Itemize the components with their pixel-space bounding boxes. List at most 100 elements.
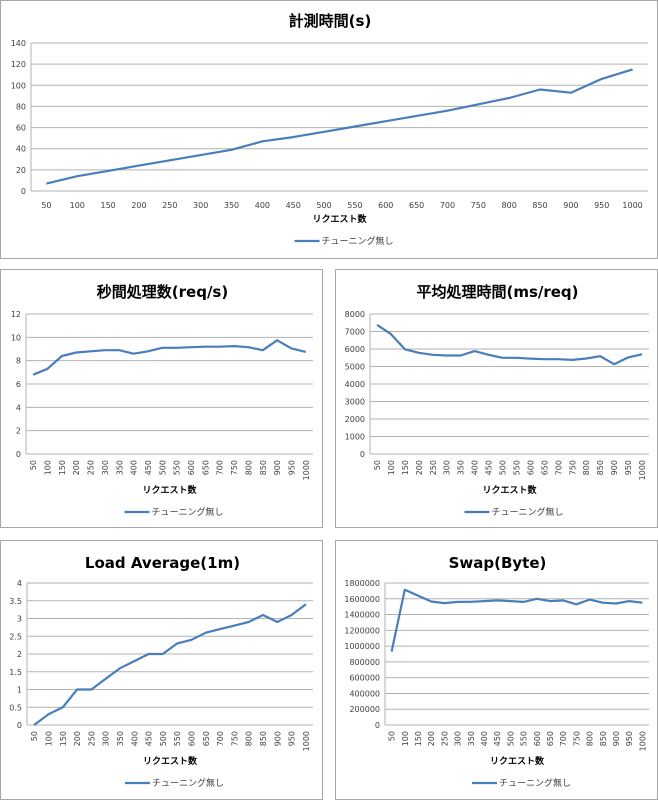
y-tick-label: 40	[16, 145, 26, 154]
x-axis-title: リクエスト数	[312, 213, 367, 225]
y-tick-label: 5000	[345, 363, 365, 372]
y-tick-label: 3	[17, 615, 22, 624]
y-tick-label: 60	[16, 124, 26, 133]
x-tick-label: 200	[415, 460, 424, 475]
x-tick-label: 650	[201, 460, 210, 475]
x-tick-label: 600	[533, 731, 542, 746]
x-tick-label: 100	[401, 731, 410, 746]
y-tick-label: 0	[16, 450, 21, 459]
x-tick-label: 450	[493, 731, 502, 746]
x-tick-label: 800	[586, 731, 595, 746]
series-line	[32, 339, 307, 376]
x-tick-label: 650	[540, 460, 549, 475]
y-tick-label: 4000	[345, 380, 365, 389]
y-tick-label: 2	[16, 427, 21, 436]
x-tick-label: 650	[409, 201, 424, 210]
x-tick-label: 700	[216, 460, 225, 475]
x-tick-label: 400	[471, 460, 480, 475]
y-tick-label: 1400000	[344, 611, 380, 620]
x-tick-label: 700	[559, 731, 568, 746]
y-tick-label: 2	[17, 650, 22, 659]
series-line	[46, 68, 633, 185]
y-tick-label: 10	[11, 333, 21, 342]
legend-label: チューニング無し	[152, 777, 224, 789]
x-tick-label: 300	[102, 731, 111, 746]
x-tick-label: 150	[414, 731, 423, 746]
legend: チューニング無し	[294, 235, 394, 247]
x-tick-label: 1000	[302, 731, 311, 751]
x-tick-label: 550	[347, 201, 362, 210]
legend-label: チューニング無し	[499, 777, 571, 789]
x-tick-label: 850	[596, 460, 605, 475]
legend: チューニング無し	[124, 506, 224, 518]
chart-title: Swap(Byte)	[449, 554, 547, 572]
y-tick-label: 1800000	[344, 579, 380, 588]
x-tick-label: 300	[101, 460, 110, 475]
x-tick-label: 250	[429, 460, 438, 475]
x-tick-label: 50	[41, 201, 51, 210]
x-tick-label: 850	[532, 201, 547, 210]
x-tick-label: 150	[58, 460, 67, 475]
y-tick-label: 7000	[345, 328, 365, 337]
x-tick-label: 600	[187, 460, 196, 475]
x-tick-label: 950	[287, 460, 296, 475]
x-tick-label: 100	[387, 460, 396, 475]
x-tick-label: 850	[599, 731, 608, 746]
x-tick-label: 850	[259, 731, 268, 746]
y-tick-label: 0	[17, 721, 22, 730]
x-tick-label: 400	[480, 731, 489, 746]
x-tick-label: 900	[273, 731, 282, 746]
y-tick-label: 6	[16, 380, 21, 389]
x-tick-label: 300	[443, 460, 452, 475]
x-tick-label: 350	[457, 460, 466, 475]
y-tick-label: 4	[17, 579, 22, 588]
legend: チューニング無し	[464, 506, 564, 518]
x-tick-label: 500	[158, 460, 167, 475]
y-tick-label: 1	[17, 686, 22, 695]
x-tick-label: 600	[378, 201, 393, 210]
x-tick-label: 350	[116, 731, 125, 746]
chart-load-average: Load Average(1m) 0 0.5 1 1.5 2 2.5 3 3.5 4 50 100 15…	[0, 540, 323, 800]
x-tick-label: 450	[145, 731, 154, 746]
x-tick-label: 150	[59, 731, 68, 746]
y-tick-label: 400000	[349, 689, 380, 698]
chart-elapsed-time: 計測時間(s) 0 20 40 60 80 100 120 140 50 100 150 200 250 3…	[0, 0, 658, 259]
y-tick-label: 12	[11, 310, 21, 319]
chart-title: 平均処理時間(ms/req)	[416, 283, 578, 301]
x-tick-label: 800	[502, 201, 517, 210]
x-tick-label: 950	[624, 460, 633, 475]
x-tick-label: 400	[130, 731, 139, 746]
x-tick-label: 800	[582, 460, 591, 475]
x-tick-label: 400	[255, 201, 270, 210]
x-tick-label: 350	[467, 731, 476, 746]
x-tick-label: 150	[100, 201, 115, 210]
x-tick-label: 550	[173, 460, 182, 475]
x-axis-title: リクエスト数	[142, 484, 197, 496]
series-line	[376, 323, 643, 366]
x-tick-label: 700	[554, 460, 563, 475]
x-tick-label: 450	[144, 460, 153, 475]
legend: チューニング無し	[125, 777, 224, 789]
y-tick-label: 4	[16, 403, 21, 412]
y-tick-label: 140	[11, 39, 26, 48]
y-tick-label: 6000	[345, 345, 365, 354]
x-tick-label: 1000	[622, 201, 642, 210]
x-tick-label: 500	[316, 201, 331, 210]
x-tick-label: 700	[216, 731, 225, 746]
x-axis-title: リクエスト数	[143, 755, 198, 767]
x-tick-label: 750	[568, 460, 577, 475]
y-tick-label: 1000	[345, 433, 365, 442]
y-tick-label: 0.5	[9, 703, 22, 712]
x-tick-label: 300	[454, 731, 463, 746]
y-tick-label: 100	[11, 81, 26, 90]
x-tick-label: 250	[87, 460, 96, 475]
x-axis-title: リクエスト数	[482, 484, 537, 496]
x-tick-label: 100	[70, 201, 85, 210]
x-tick-label: 800	[244, 460, 253, 475]
chart-svg: 平均処理時間(ms/req) 0 1000 2000 3000 4000 5000 6000 7…	[345, 283, 649, 518]
y-tick-label: 20	[16, 166, 26, 175]
x-tick-label: 750	[471, 201, 486, 210]
x-tick-label: 950	[288, 731, 297, 746]
x-tick-label: 50	[30, 731, 39, 741]
